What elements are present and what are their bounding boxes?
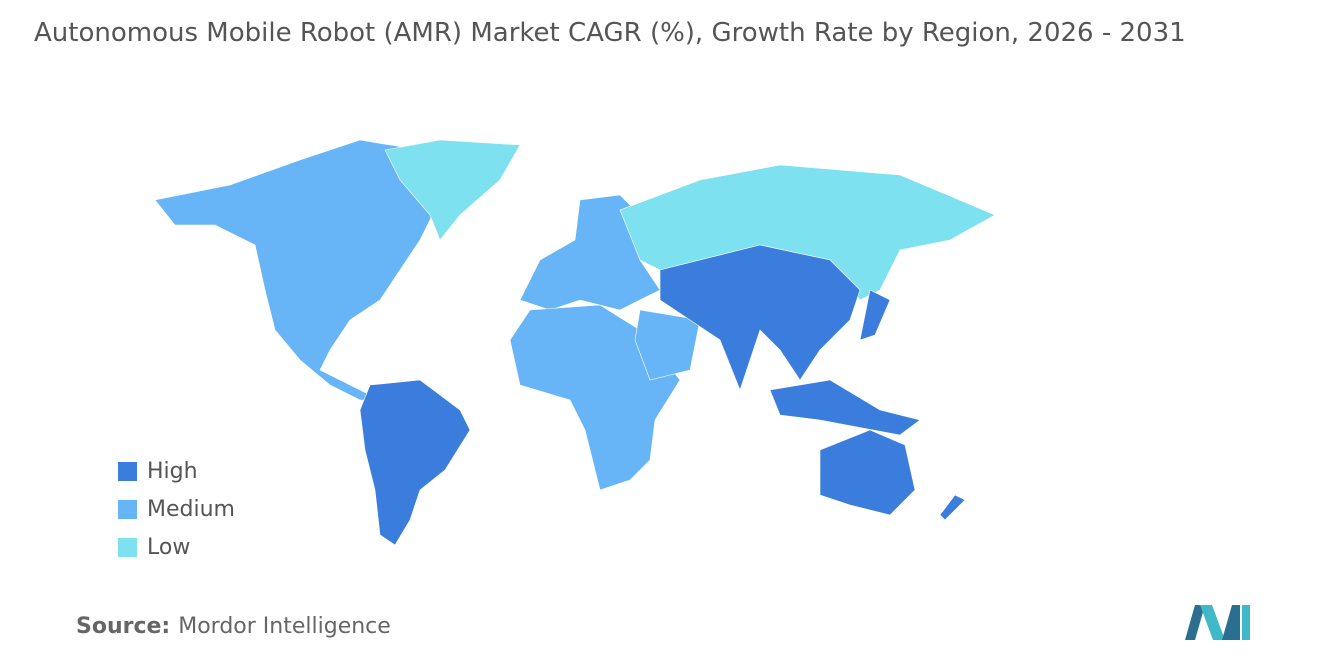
japan <box>859 289 891 341</box>
greenland <box>384 139 521 241</box>
logo <box>1185 605 1250 640</box>
source-text: Mordor Intelligence <box>178 614 391 639</box>
south-america <box>359 379 471 546</box>
legend-swatch <box>118 461 137 481</box>
africa <box>509 304 681 491</box>
legend-label: Medium <box>147 496 235 522</box>
source-label: Source: <box>76 614 171 639</box>
australia <box>819 429 916 516</box>
legend: High Medium Low <box>118 452 235 566</box>
source: Source: Mordor Intelligence <box>76 614 391 639</box>
legend-swatch <box>118 499 137 519</box>
legend-label: Low <box>147 534 191 560</box>
legend-item: Low <box>118 528 235 566</box>
legend-label: High <box>147 458 198 484</box>
north-america <box>154 139 441 401</box>
legend-item: Medium <box>118 490 235 528</box>
chart-title: Autonomous Mobile Robot (AMR) Market CAG… <box>34 18 1186 48</box>
asia <box>659 244 861 391</box>
legend-swatch <box>118 537 137 557</box>
indonesia <box>769 379 921 436</box>
legend-item: High <box>118 452 235 490</box>
new-zealand <box>939 494 966 521</box>
